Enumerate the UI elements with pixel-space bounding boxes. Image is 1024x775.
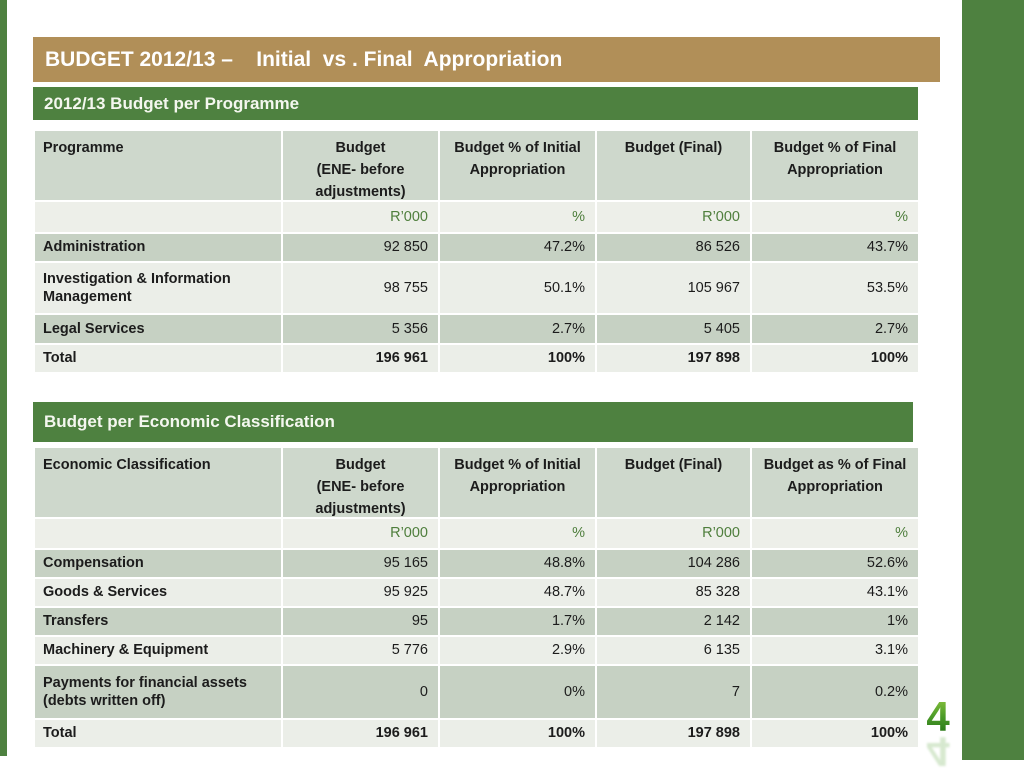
section-header-programme-label: 2012/13 Budget per Programme: [44, 93, 300, 113]
total-value-cell: 196 961: [283, 345, 438, 372]
total-row-label: Total: [35, 345, 281, 372]
programme-table: Programme Budget (ENE- before adjustment…: [35, 131, 918, 372]
section-header-economic: Budget per Economic Classification: [33, 402, 913, 442]
value-cell: 2.7%: [440, 315, 595, 343]
units-cell: %: [752, 519, 918, 548]
total-value-cell: 197 898: [597, 720, 750, 747]
total-row-label: Total: [35, 720, 281, 747]
row-label: Payments for financial assets (debts wri…: [35, 666, 281, 718]
value-cell: 105 967: [597, 263, 750, 313]
value-cell: 52.6%: [752, 550, 918, 577]
value-cell: 5 776: [283, 637, 438, 664]
value-cell: 7: [597, 666, 750, 718]
value-cell: 86 526: [597, 234, 750, 261]
units-cell: %: [752, 202, 918, 232]
slide-title: BUDGET 2012/13 – Initial vs . Final Appr…: [45, 47, 563, 71]
total-value-cell: 100%: [752, 345, 918, 372]
economic-table: Economic Classification Budget (ENE- bef…: [35, 448, 918, 747]
value-cell: 95 925: [283, 579, 438, 606]
page-number-reflection: 4: [926, 728, 950, 775]
left-accent-strip: [0, 0, 7, 756]
value-cell: 5 356: [283, 315, 438, 343]
value-cell: 1%: [752, 608, 918, 635]
total-value-cell: 100%: [440, 720, 595, 747]
value-cell: 95 165: [283, 550, 438, 577]
units-cell: R’000: [597, 519, 750, 548]
section-header-programme: 2012/13 Budget per Programme: [33, 87, 918, 120]
units-cell: [35, 519, 281, 548]
row-label: Transfers: [35, 608, 281, 635]
units-cell: %: [440, 519, 595, 548]
value-cell: 2.9%: [440, 637, 595, 664]
column-header: Budget (ENE- before adjustments): [283, 448, 438, 517]
row-label: Machinery & Equipment: [35, 637, 281, 664]
value-cell: 53.5%: [752, 263, 918, 313]
column-header: Budget (Final): [597, 131, 750, 200]
column-header: Economic Classification: [35, 448, 281, 517]
column-header: Budget % of Final Appropriation: [752, 131, 918, 200]
total-value-cell: 100%: [752, 720, 918, 747]
row-label: Legal Services: [35, 315, 281, 343]
value-cell: 6 135: [597, 637, 750, 664]
units-cell: R’000: [597, 202, 750, 232]
units-cell: %: [440, 202, 595, 232]
value-cell: 95: [283, 608, 438, 635]
total-value-cell: 197 898: [597, 345, 750, 372]
value-cell: 104 286: [597, 550, 750, 577]
value-cell: 48.7%: [440, 579, 595, 606]
value-cell: 2 142: [597, 608, 750, 635]
row-label: Compensation: [35, 550, 281, 577]
value-cell: 0.2%: [752, 666, 918, 718]
column-header: Budget % of Initial Appropriation: [440, 448, 595, 517]
value-cell: 50.1%: [440, 263, 595, 313]
value-cell: 47.2%: [440, 234, 595, 261]
page-number-container: 4 4: [918, 696, 958, 775]
value-cell: 98 755: [283, 263, 438, 313]
value-cell: 43.7%: [752, 234, 918, 261]
slide-title-bar: BUDGET 2012/13 – Initial vs . Final Appr…: [33, 37, 940, 82]
column-header: Programme: [35, 131, 281, 200]
value-cell: 2.7%: [752, 315, 918, 343]
value-cell: 5 405: [597, 315, 750, 343]
row-label: Goods & Services: [35, 579, 281, 606]
units-cell: R’000: [283, 202, 438, 232]
column-header: Budget % of Initial Appropriation: [440, 131, 595, 200]
value-cell: 48.8%: [440, 550, 595, 577]
value-cell: 85 328: [597, 579, 750, 606]
column-header: Budget (Final): [597, 448, 750, 517]
value-cell: 3.1%: [752, 637, 918, 664]
units-cell: R’000: [283, 519, 438, 548]
units-cell: [35, 202, 281, 232]
row-label: Administration: [35, 234, 281, 261]
value-cell: 0: [283, 666, 438, 718]
value-cell: 0%: [440, 666, 595, 718]
column-header: Budget as % of Final Appropriation: [752, 448, 918, 517]
row-label: Investigation & Information Management: [35, 263, 281, 313]
value-cell: 92 850: [283, 234, 438, 261]
total-value-cell: 196 961: [283, 720, 438, 747]
value-cell: 1.7%: [440, 608, 595, 635]
total-value-cell: 100%: [440, 345, 595, 372]
right-sidebar: [962, 0, 1024, 760]
page-number: 4: [918, 696, 958, 738]
value-cell: 43.1%: [752, 579, 918, 606]
section-header-economic-label: Budget per Economic Classification: [44, 412, 335, 431]
column-header: Budget (ENE- before adjustments): [283, 131, 438, 200]
